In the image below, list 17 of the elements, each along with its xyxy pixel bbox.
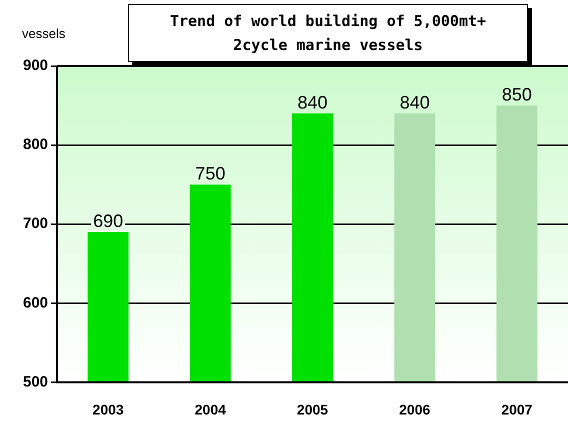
data-label: 750 [195,164,226,184]
y-tick-label: 600 [22,294,48,312]
x-tick-label: 2003 [92,401,124,418]
data-label: 840 [400,92,430,112]
x-tick-label: 2007 [501,401,533,418]
y-tick-label: 800 [22,136,48,154]
y-axis-title: vessels [22,26,66,41]
y-tick-label: 900 [22,57,48,74]
x-tick-label: 2006 [399,401,430,418]
data-label: 850 [502,84,532,104]
y-tick-label: 700 [22,215,48,232]
x-tick-label: 2005 [296,401,328,418]
data-label: 840 [297,92,328,112]
chart-title: Trend of world building of 5,000mt+ 2cycle marine vessels [128,4,528,62]
x-tick-label: 2004 [194,401,226,418]
data-label: 690 [93,210,124,231]
y-tick-label: 500 [22,373,48,390]
